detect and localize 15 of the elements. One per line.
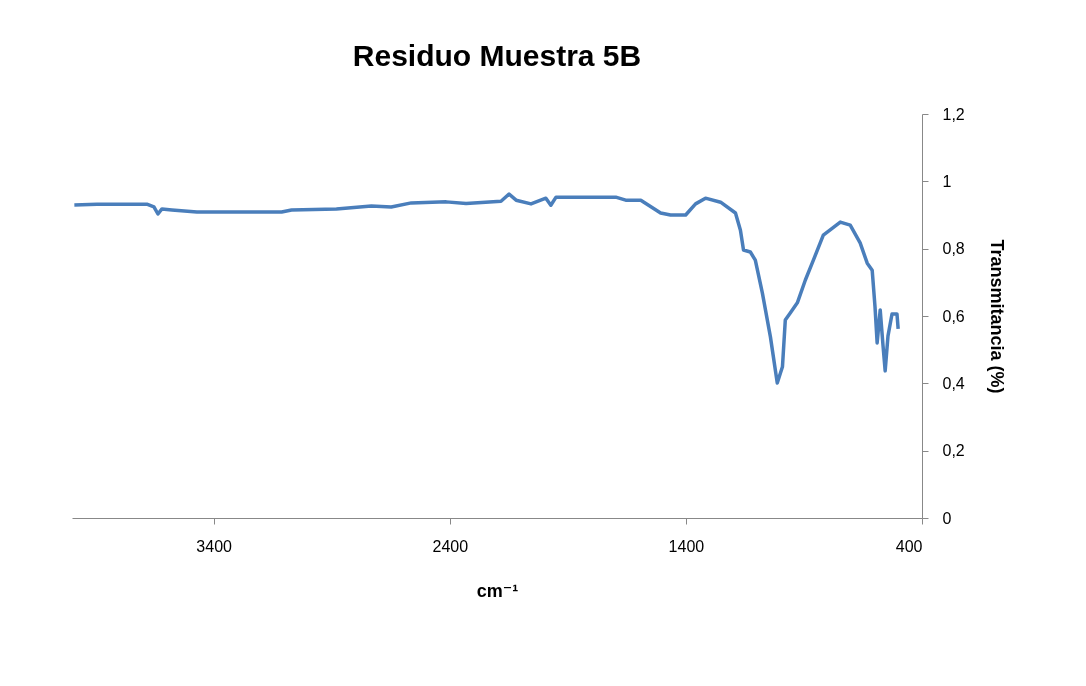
y-tick-label: 0,8 bbox=[942, 240, 965, 258]
y-tick-label: 1,2 bbox=[942, 105, 965, 123]
x-axis-title: cm⁻¹ bbox=[476, 580, 519, 601]
y-tick-label: 0,6 bbox=[942, 307, 965, 325]
x-tick-label: 3400 bbox=[196, 537, 233, 555]
chart-title: Residuo Muestra 5B bbox=[352, 39, 642, 72]
line-series bbox=[72, 192, 900, 385]
x-tick-label: 400 bbox=[895, 537, 923, 555]
y-tick-label: 1 bbox=[942, 172, 952, 190]
x-tick-label: 1400 bbox=[668, 537, 705, 555]
x-tick-label: 2400 bbox=[432, 537, 469, 555]
y-axis-title: Transmitancia (%) bbox=[986, 239, 1007, 394]
y-tick-label: 0,2 bbox=[942, 442, 965, 460]
y-tick-label: 0 bbox=[942, 509, 952, 527]
y-tick-label: 0,4 bbox=[942, 374, 965, 392]
